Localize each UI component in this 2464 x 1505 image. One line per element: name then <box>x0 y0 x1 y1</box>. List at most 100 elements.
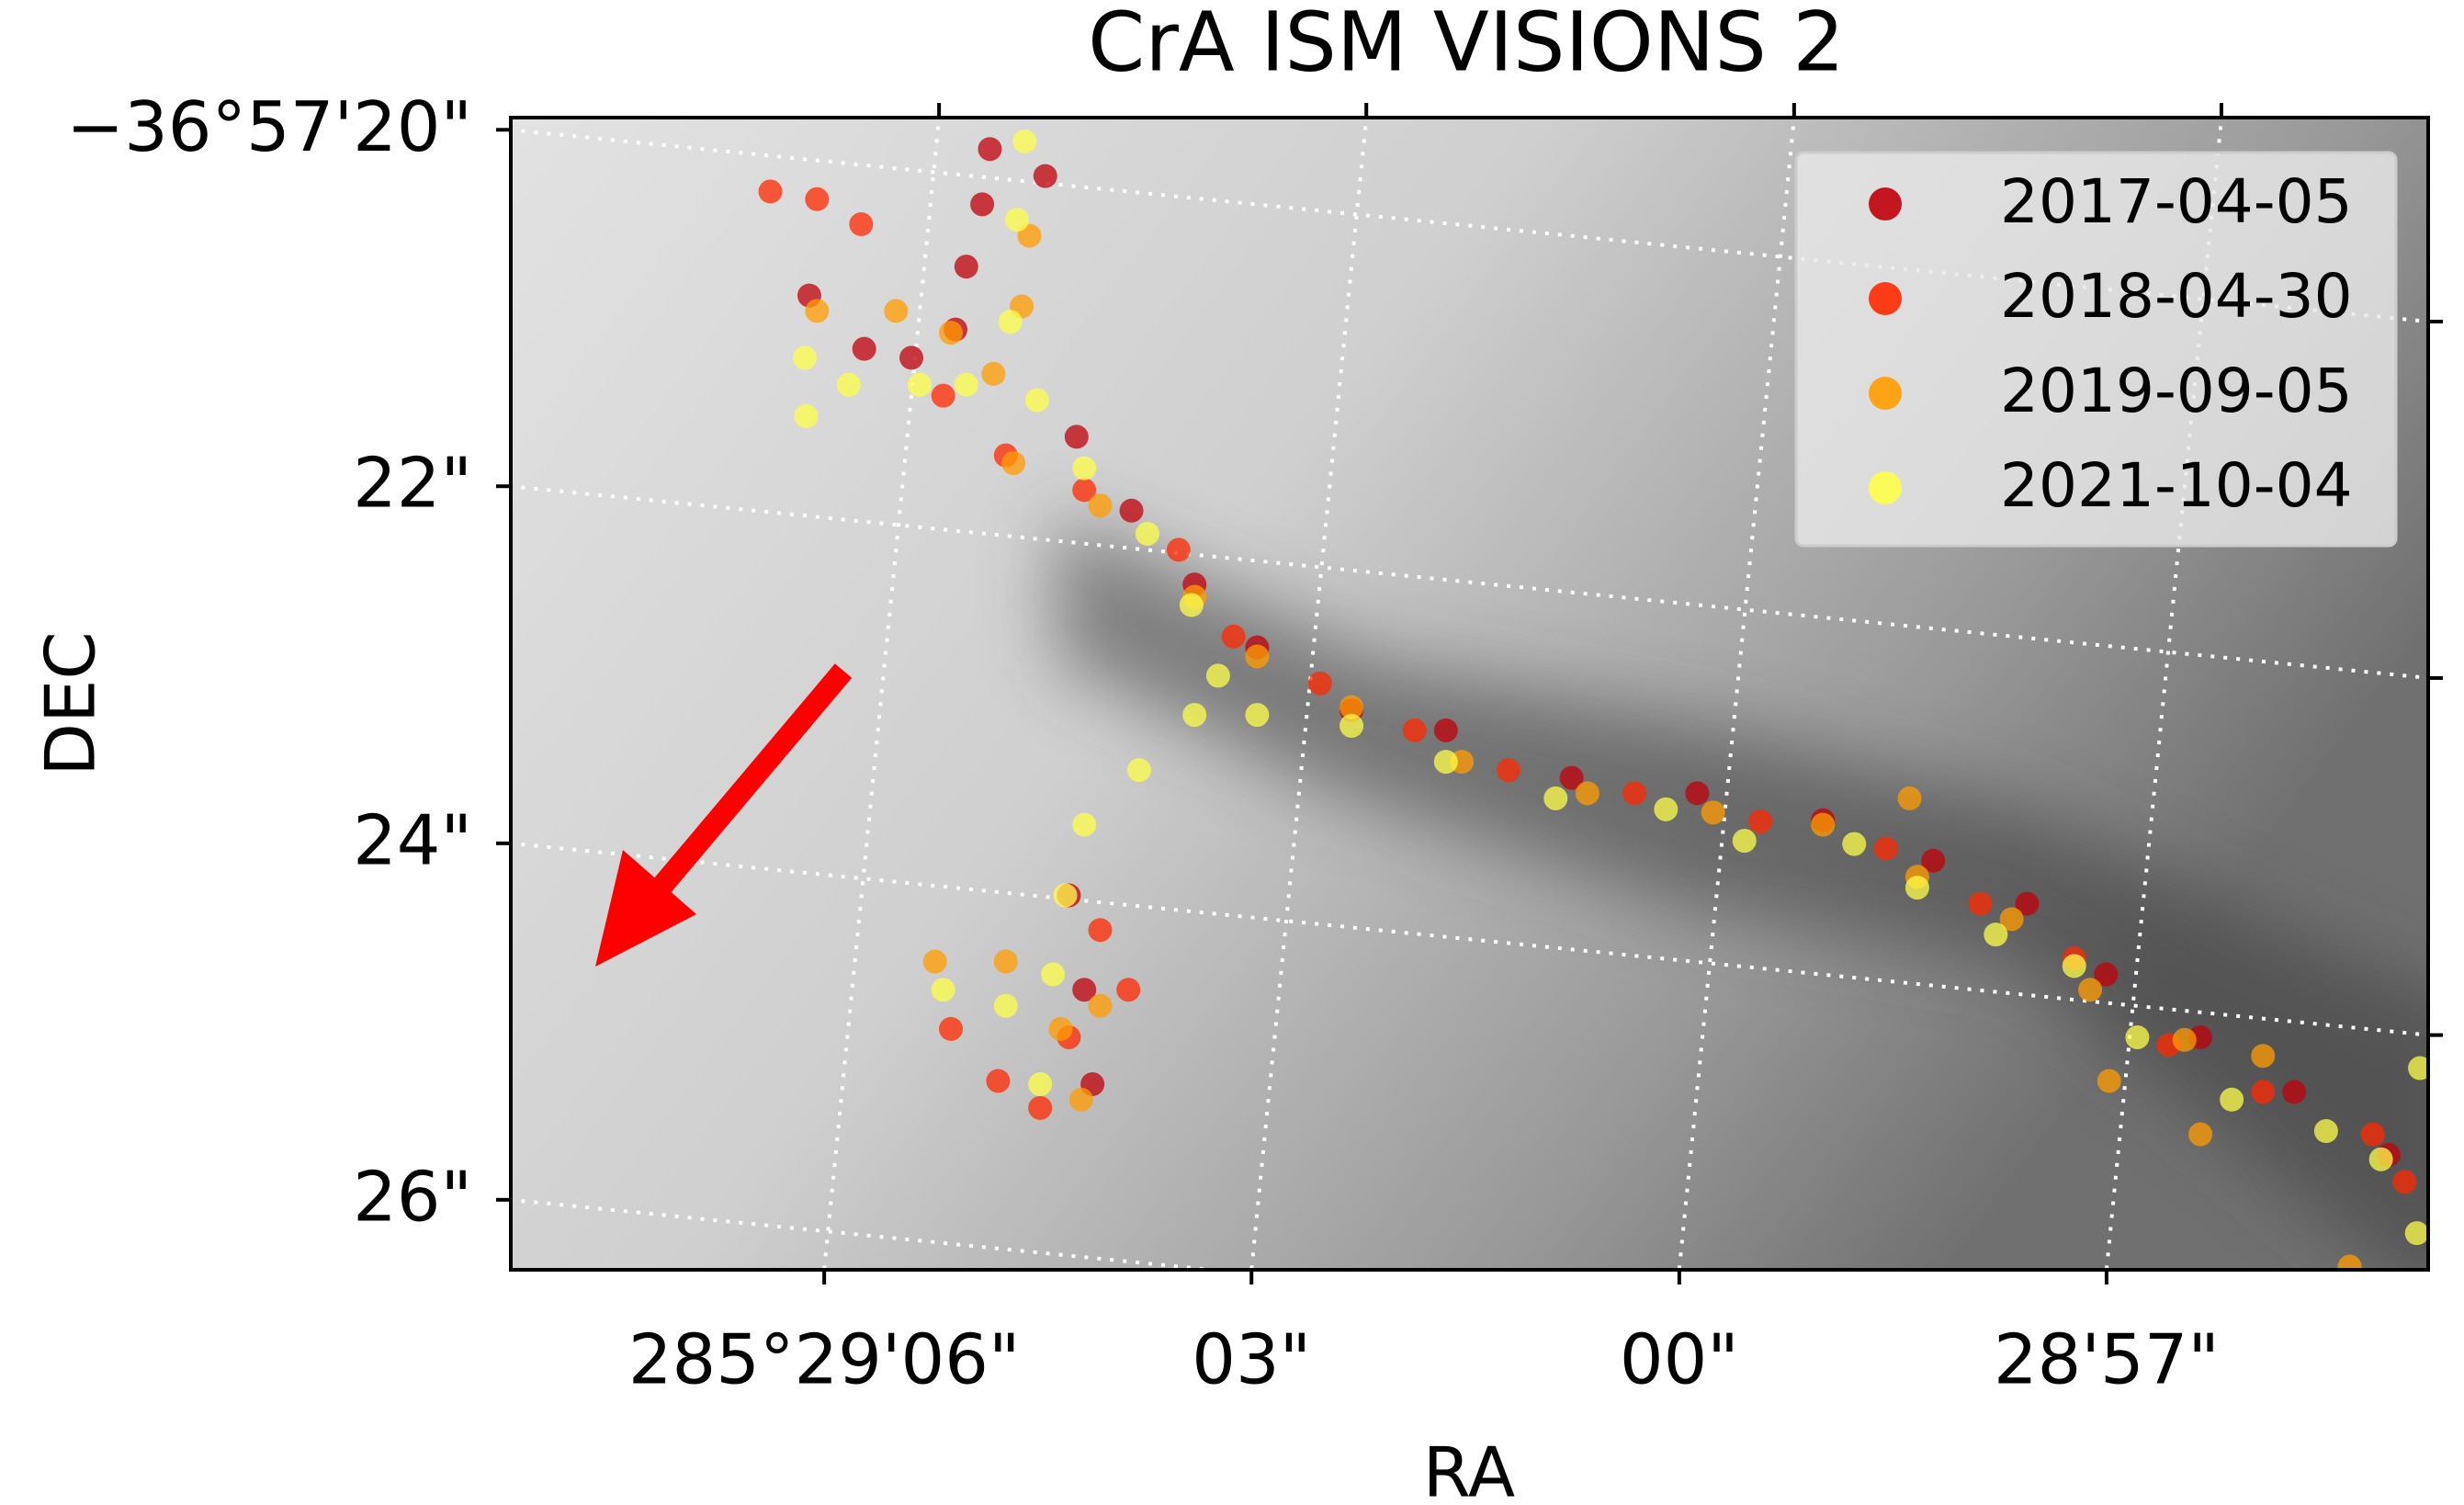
point <box>805 299 830 323</box>
point <box>2313 1119 2338 1144</box>
point <box>998 310 1023 334</box>
legend-label: 2019-09-05 <box>2000 356 2353 426</box>
point <box>1053 883 1078 908</box>
point <box>1001 451 1026 476</box>
point <box>1116 978 1141 1002</box>
legend-label: 2018-04-30 <box>2000 261 2353 332</box>
point <box>1088 918 1113 943</box>
point <box>1041 962 1066 987</box>
point <box>993 949 1018 974</box>
point <box>2188 1122 2213 1147</box>
point <box>1559 765 1584 790</box>
point <box>1064 424 1089 449</box>
point <box>1068 1087 1093 1112</box>
point <box>852 336 876 361</box>
point <box>922 949 947 974</box>
point <box>2368 1147 2393 1171</box>
point <box>986 1069 1011 1093</box>
point <box>1701 800 1725 825</box>
point <box>1033 164 1057 188</box>
point <box>805 187 830 211</box>
point <box>931 978 955 1002</box>
point <box>1811 812 1836 837</box>
legend-marker <box>1869 377 1902 410</box>
point <box>1897 786 1922 810</box>
point <box>1496 758 1520 783</box>
direction-arrow <box>595 663 853 967</box>
legend-label: 2021-10-04 <box>2000 450 2353 521</box>
point <box>1748 809 1773 834</box>
point <box>1905 876 1929 900</box>
point <box>1072 978 1097 1002</box>
point <box>2015 891 2040 916</box>
legend-marker <box>1869 187 1902 221</box>
point <box>1968 891 1993 916</box>
point <box>2172 1027 2197 1052</box>
point <box>1088 993 1113 1018</box>
point <box>2360 1122 2385 1147</box>
point <box>2094 962 2119 987</box>
marks <box>758 129 2428 1270</box>
point <box>2404 1221 2428 1246</box>
y-tick-label: −36°57'20" <box>66 86 472 167</box>
point <box>1842 832 1867 856</box>
point <box>1999 907 2024 932</box>
point <box>2220 1087 2244 1112</box>
point <box>1984 922 2008 947</box>
point <box>1048 1016 1073 1041</box>
point <box>993 993 1018 1018</box>
point <box>1028 1071 1053 1096</box>
point <box>954 255 978 279</box>
y-tick-label: 24" <box>353 799 472 880</box>
point <box>2282 1080 2307 1104</box>
point <box>1088 493 1113 518</box>
point <box>792 345 817 370</box>
point <box>907 372 932 397</box>
grid-line <box>511 841 2428 1037</box>
point <box>931 383 955 408</box>
point <box>954 372 978 397</box>
x-tick-label: 28'57" <box>1994 1319 2220 1400</box>
point <box>884 299 909 323</box>
point <box>1654 797 1678 821</box>
point <box>2078 978 2103 1002</box>
point <box>1732 829 1757 854</box>
y-axis-label: DEC <box>30 631 111 776</box>
point <box>2392 1170 2417 1194</box>
x-axis-label: RA <box>1423 1432 1515 1505</box>
x-tick-label: 285°29'06" <box>628 1319 1021 1400</box>
point <box>1024 388 1049 413</box>
x-tick-label: 03" <box>1192 1319 1311 1400</box>
point <box>794 404 819 429</box>
point <box>1245 644 1270 669</box>
point <box>1221 624 1246 649</box>
y-tick-label: 26" <box>353 1156 472 1237</box>
point <box>1072 478 1097 503</box>
point <box>1402 718 1427 742</box>
point <box>1245 703 1270 728</box>
point <box>849 212 874 237</box>
point <box>1339 695 1364 719</box>
legend: 2017-04-05 2018-04-30 2019-09-05 2021-10-04 <box>1794 151 2398 548</box>
point <box>939 321 964 345</box>
point <box>1005 208 1030 232</box>
point <box>2097 1069 2121 1093</box>
point <box>2251 1080 2276 1104</box>
point <box>2408 1056 2428 1081</box>
point <box>1179 593 1204 617</box>
chart-title: CrA ISM VISIONS 2 <box>1088 0 1845 89</box>
point <box>981 361 1006 386</box>
y-tick-label: 22" <box>353 443 472 524</box>
point <box>1072 456 1097 481</box>
point <box>1543 786 1568 810</box>
point <box>1135 521 1159 546</box>
point <box>939 1016 964 1041</box>
legend-marker <box>1869 282 1902 315</box>
point <box>1339 713 1364 738</box>
point <box>1182 703 1207 728</box>
point <box>2251 1044 2276 1069</box>
legend-marker <box>1869 471 1902 504</box>
point <box>1685 781 1710 806</box>
point <box>1126 758 1151 783</box>
grid <box>511 118 2428 1270</box>
